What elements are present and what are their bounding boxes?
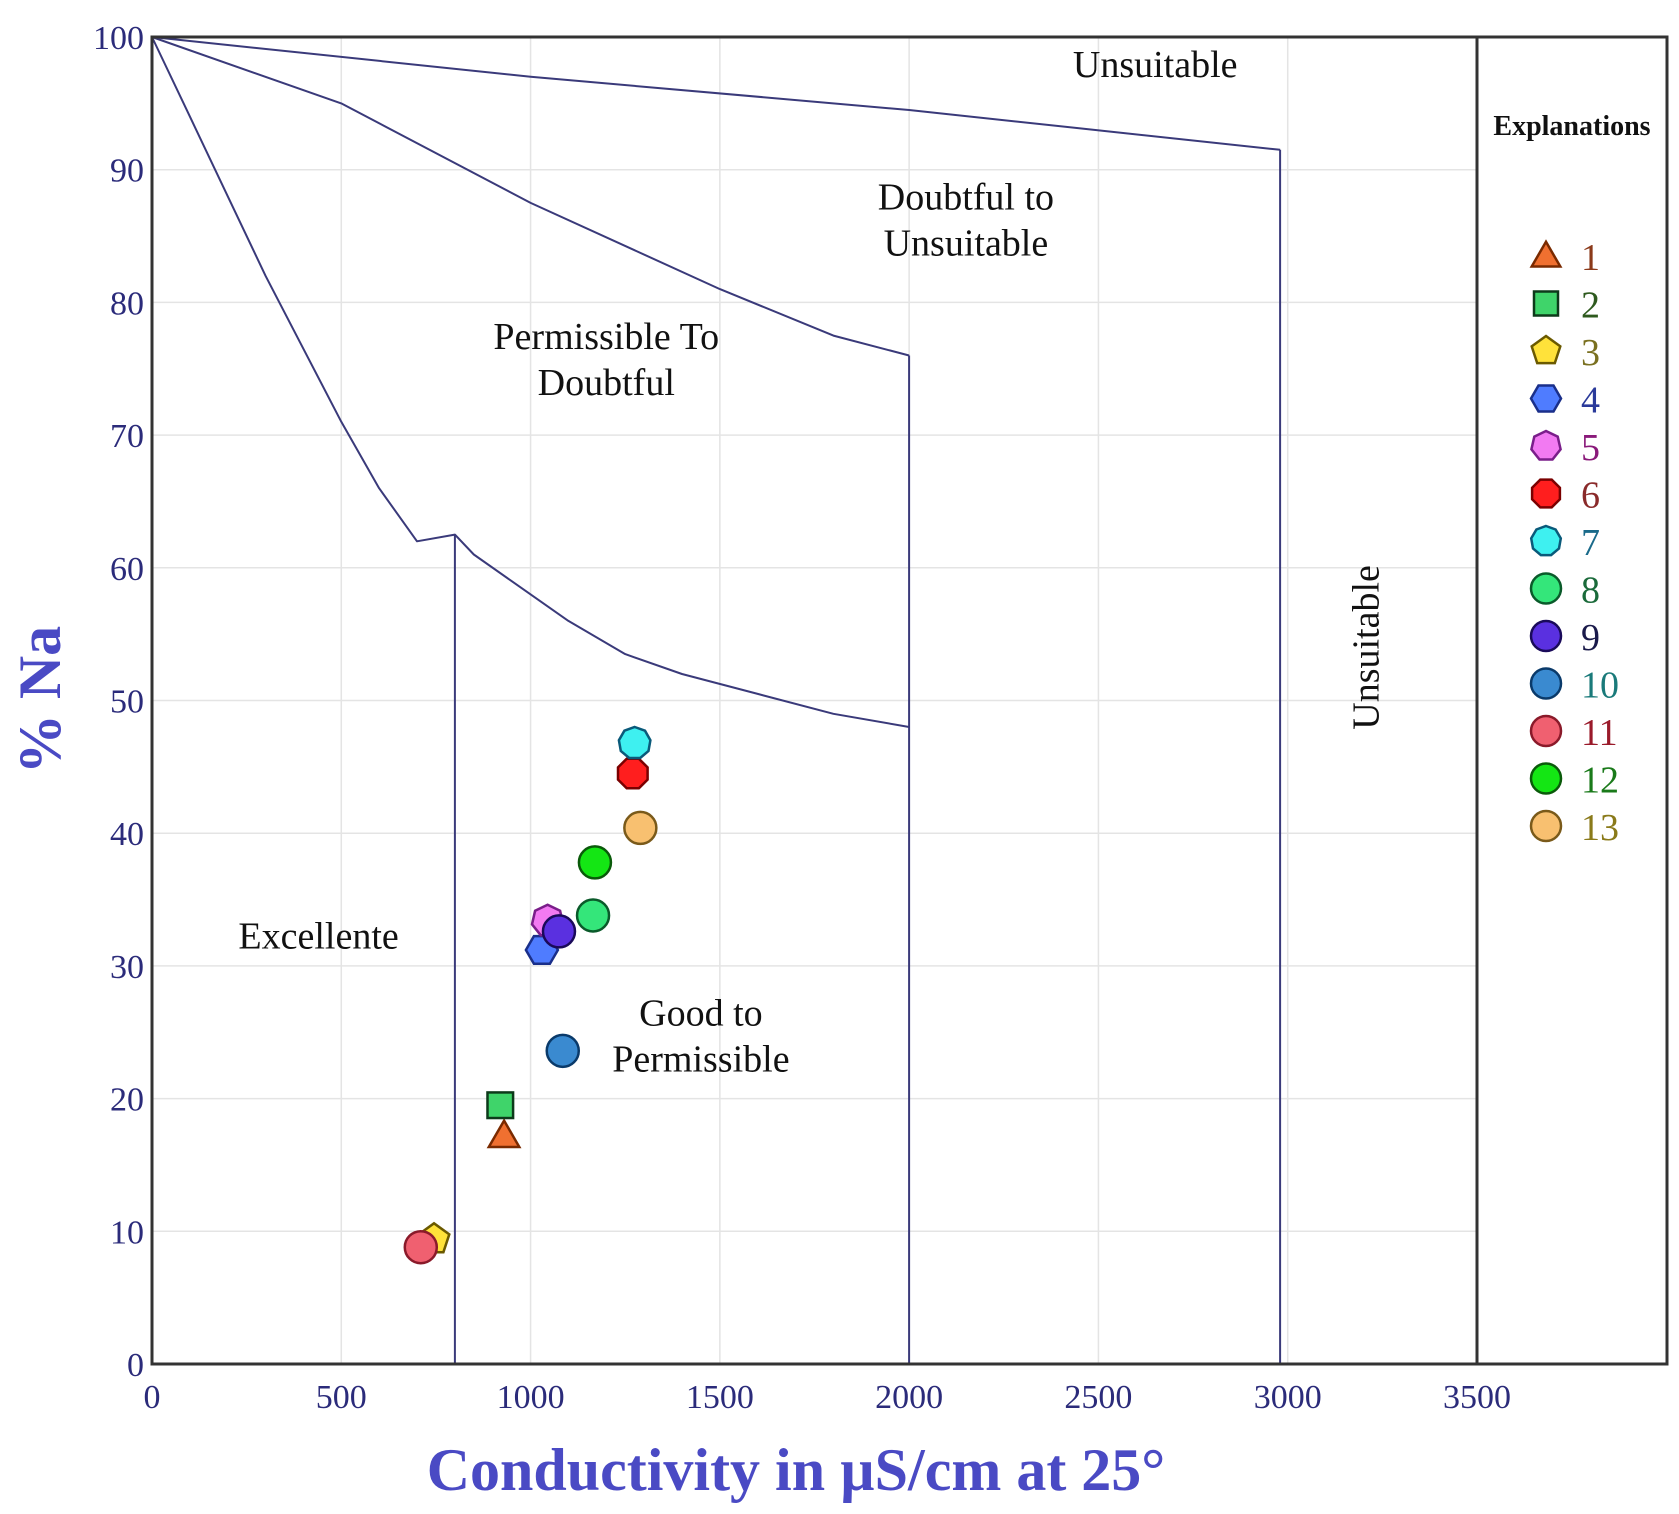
- legend-marker-10: [1529, 667, 1563, 700]
- data-point-sample-8: [575, 898, 611, 933]
- region-label: Good to Permissible: [612, 993, 789, 1081]
- legend-marker-2: [1532, 290, 1560, 317]
- y-tick-label: 50: [110, 684, 144, 721]
- legend-marker-9: [1529, 619, 1563, 653]
- legend-marker-7: [1529, 524, 1563, 557]
- y-tick-label: 70: [110, 418, 144, 455]
- legend-marker-1: [1529, 239, 1563, 268]
- data-point-sample-2: [486, 1091, 515, 1120]
- boundary-permissible-upper: [151, 36, 910, 357]
- data-point-sample-7: [617, 725, 652, 760]
- x-axis-title: Conductivity in µS/cm at 25°: [427, 1437, 1166, 1503]
- y-tick-label: 10: [110, 1214, 144, 1251]
- legend-label-2: 2: [1581, 285, 1600, 327]
- region-label-line: Excellente: [238, 916, 398, 958]
- data-point-sample-13: [623, 810, 658, 846]
- y-tick-label: 80: [110, 285, 144, 322]
- x-tick-label: 1500: [686, 1379, 754, 1416]
- region-label: Unsuitable: [1073, 44, 1238, 86]
- legend-marker-11: [1529, 714, 1563, 748]
- legend-marker-8: [1529, 572, 1563, 605]
- y-tick-label: 40: [110, 816, 144, 853]
- x-tick-label: 500: [316, 1379, 367, 1416]
- data-point-sample-11: [403, 1229, 439, 1265]
- legend-label-11: 11: [1581, 712, 1618, 754]
- region-label: Unsuitable: [1346, 565, 1388, 730]
- legend-label-3: 3: [1581, 332, 1600, 374]
- legend-label-1: 1: [1581, 237, 1600, 279]
- classification-boundaries: [151, 36, 1282, 1364]
- plot-frame: [150, 35, 1669, 1366]
- legend-marker-12: [1529, 762, 1563, 795]
- region-label: Doubtful to Unsuitable: [878, 177, 1054, 265]
- region-label-line: Doubtful: [538, 362, 675, 404]
- region-label-line: Unsuitable: [884, 223, 1049, 265]
- legend-marker-4: [1529, 384, 1563, 413]
- data-point-sample-12: [577, 845, 613, 880]
- x-tick-label: 2500: [1064, 1379, 1132, 1416]
- x-tick-label: 2000: [875, 1379, 943, 1416]
- grid: [152, 37, 1477, 1364]
- legend-label-7: 7: [1581, 522, 1600, 564]
- legend-marker-3: [1530, 334, 1562, 365]
- data-points: [403, 725, 658, 1265]
- axis-ticks: 0 500 1000 1500 2000 2500 3000 3500 0 10 20 30 40 50 6…: [93, 20, 1511, 1416]
- y-axis-title: % Na: [7, 626, 73, 774]
- region-label-line: Unsuitable: [1073, 44, 1238, 86]
- legend-label-4: 4: [1581, 380, 1600, 422]
- region-label-line: Permissible: [612, 1039, 789, 1081]
- boundary-doubtful-upper: [151, 36, 1281, 151]
- legend-marker-13: [1529, 809, 1563, 843]
- legend-label-12: 12: [1581, 760, 1619, 802]
- legend-label-10: 10: [1581, 665, 1619, 707]
- x-tick-label: 3000: [1254, 1379, 1322, 1416]
- x-tick-label: 3500: [1443, 1379, 1511, 1416]
- data-point-sample-1: [486, 1118, 522, 1149]
- y-tick-label: 90: [110, 153, 144, 190]
- y-tick-label: 100: [93, 20, 144, 57]
- legend-label-13: 13: [1581, 807, 1619, 849]
- legend-label-5: 5: [1581, 427, 1600, 469]
- data-point-sample-10: [545, 1033, 580, 1069]
- region-label-line: Doubtful to: [878, 177, 1054, 219]
- legend-title: Explanations: [1493, 111, 1650, 142]
- legend-label-6: 6: [1581, 475, 1600, 517]
- x-tick-label: 0: [144, 1379, 161, 1416]
- y-tick-label: 20: [110, 1082, 144, 1119]
- region-label-line: Unsuitable: [1346, 565, 1388, 730]
- legend-box: [1475, 35, 1669, 1366]
- legend-marker-5: [1530, 429, 1562, 461]
- data-point-sample-6: [616, 757, 649, 790]
- legend-label-8: 8: [1581, 570, 1600, 612]
- data-point-sample-9: [541, 914, 577, 949]
- y-tick-label: 0: [127, 1347, 144, 1384]
- legend-label-9: 9: [1581, 617, 1600, 659]
- region-label: Excellente: [238, 916, 398, 958]
- x-tick-label: 1000: [497, 1379, 565, 1416]
- region-label-line: Permissible To: [493, 316, 719, 358]
- y-tick-label: 60: [110, 551, 144, 588]
- y-tick-label: 30: [110, 949, 144, 986]
- region-label-line: Good to: [639, 993, 763, 1035]
- region-label: Permissible To Doubtful: [493, 316, 719, 404]
- legend-marker-6: [1530, 478, 1562, 509]
